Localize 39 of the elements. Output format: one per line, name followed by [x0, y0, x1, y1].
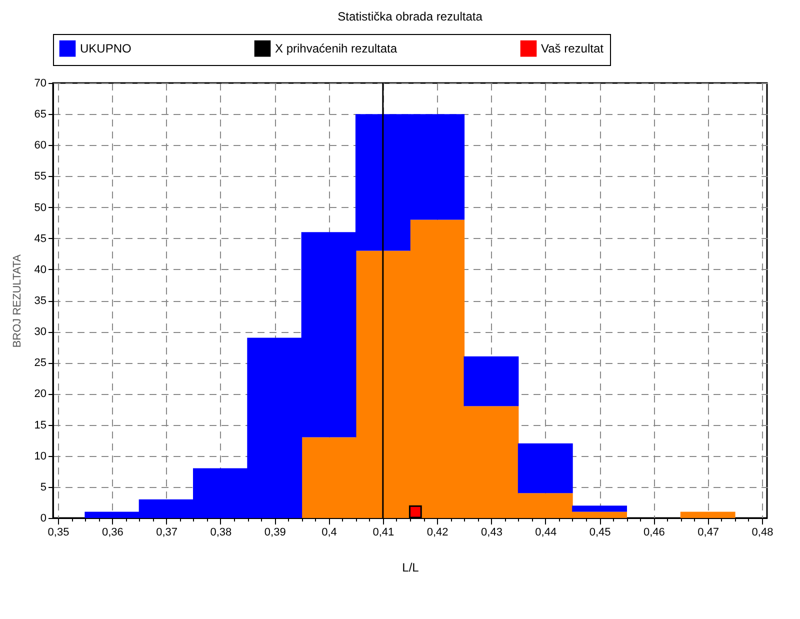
bar — [464, 356, 519, 406]
x-tick-label: 0,41 — [372, 526, 394, 538]
legend-label: UKUPNO — [80, 42, 132, 56]
x-tick-label: 0,4 — [322, 526, 337, 538]
y-tick-label: 45 — [34, 232, 46, 245]
y-tick-label: 55 — [34, 170, 46, 183]
bar — [518, 443, 573, 494]
legend-label: Vaš rezultat — [541, 42, 604, 56]
x-tick-label: 0,48 — [752, 526, 774, 538]
x-tick-label: 0,37 — [156, 526, 178, 538]
y-tick-label: 30 — [34, 326, 46, 338]
bar — [680, 512, 736, 518]
y-tick-label: 40 — [34, 264, 46, 276]
bar — [572, 506, 627, 512]
y-tick-label: 25 — [34, 357, 46, 370]
x-tick-label: 0,47 — [698, 526, 720, 538]
y-tick-label: 15 — [34, 419, 46, 432]
x-tick-label: 0,36 — [102, 526, 124, 538]
x-tick-label: 0,46 — [643, 526, 665, 538]
y-tick-label: 50 — [34, 202, 46, 214]
x-tick-label: 0,39 — [264, 526, 286, 538]
y-tick-label: 10 — [34, 450, 46, 462]
y-tick-label: 0 — [40, 512, 46, 524]
x-axis-title: L/L — [402, 560, 420, 574]
x-tick-label: 0,35 — [48, 526, 70, 538]
y-tick-label: 5 — [40, 481, 46, 494]
y-axis-title: BROJ REZULTATA — [11, 254, 24, 348]
y-tick-label: 60 — [34, 140, 46, 152]
y-tick-label: 70 — [34, 78, 46, 90]
x-tick-label: 0,43 — [481, 526, 502, 538]
chart-title: Statistička obrada rezultata — [338, 10, 483, 24]
y-tick-label: 20 — [34, 388, 46, 400]
x-tick-label: 0,42 — [426, 526, 448, 538]
x-tick-label: 0,44 — [535, 526, 557, 538]
x-tick-label: 0,45 — [589, 526, 611, 538]
legend-label: X prihvaćenih rezultata — [275, 42, 398, 56]
y-tick-label: 65 — [34, 108, 46, 121]
x-tick-label: 0,38 — [210, 526, 232, 538]
y-tick-label: 35 — [34, 295, 46, 307]
